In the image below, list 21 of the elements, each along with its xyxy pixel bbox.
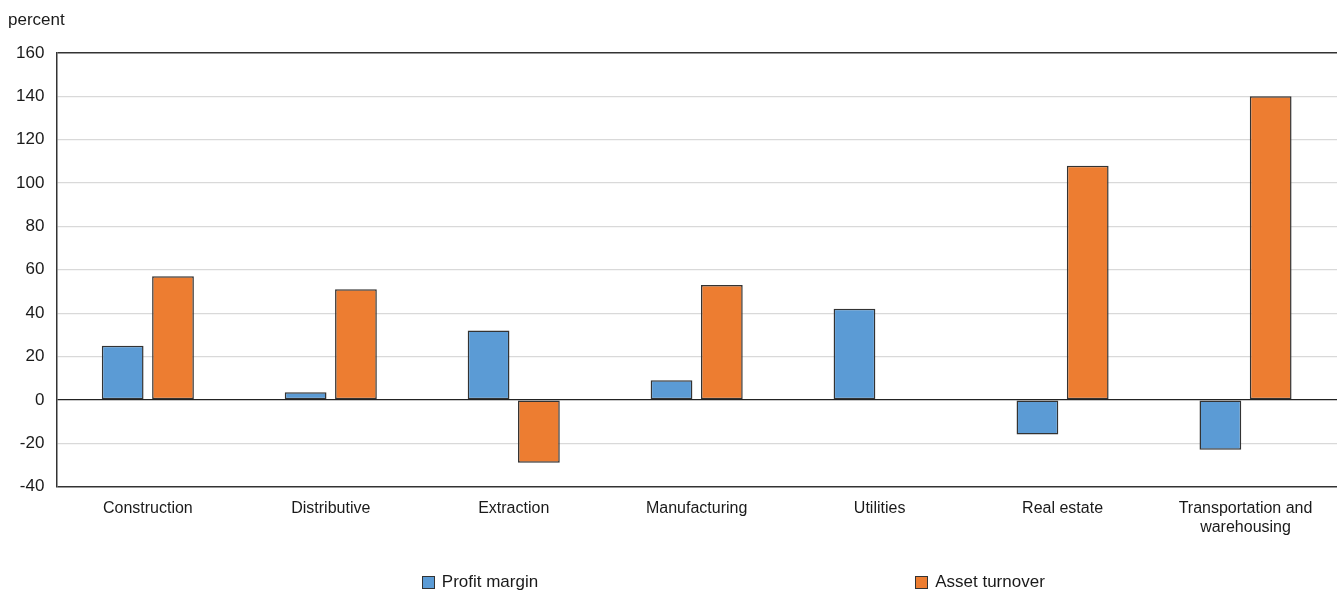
y-axis-title: percent [8,10,65,30]
x-tick-label: Manufacturing [645,498,748,516]
y-tick-label: 60 [25,259,45,279]
x-tick-label: Extraction [478,498,550,516]
y-tick-label: 20 [25,346,45,366]
x-tick-label: Real estate [1022,498,1104,516]
y-tick-label: 100 [15,172,45,192]
legend-label: Asset turnover [935,572,1045,592]
x-tick-label: Distributive [291,498,371,516]
y-tick-label: 120 [15,129,45,149]
y-tick-label: 0 [34,389,45,409]
y-tick-label: 160 [15,42,45,62]
y-tick-label: 140 [15,86,45,106]
y-tick-label: 80 [25,216,45,236]
x-tick-label: Construction [102,498,193,516]
x-tick-label: Utilities [853,498,906,516]
y-tick-label: -40 [19,476,45,496]
y-tick-label: -20 [19,432,45,452]
x-tick-label: Transportation and warehousing [1178,498,1313,535]
legend-label: Profit margin [441,572,539,592]
y-tick-label: 40 [25,302,45,322]
